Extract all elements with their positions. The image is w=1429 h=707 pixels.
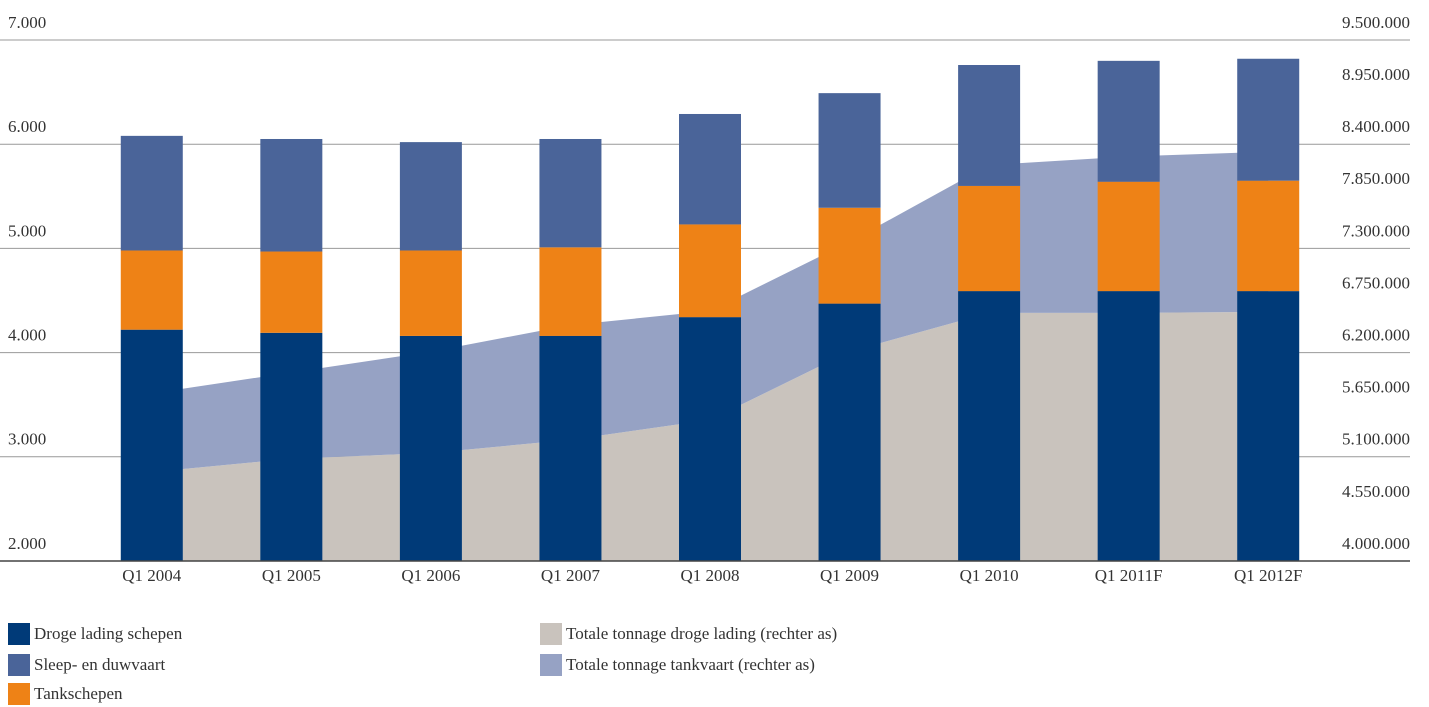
y2-tick-label: 7.850.000 xyxy=(1342,169,1410,188)
y2-tick-label: 4.000.000 xyxy=(1342,534,1410,553)
bar xyxy=(818,93,881,208)
y2-tick-label: 9.500.000 xyxy=(1342,13,1410,32)
bar xyxy=(818,207,881,304)
legend-swatch xyxy=(8,654,30,676)
legend-label: Droge lading schepen xyxy=(34,624,183,643)
bar xyxy=(260,138,323,252)
bar xyxy=(539,247,602,336)
bar xyxy=(1237,180,1300,292)
bar xyxy=(818,303,881,561)
y-tick-label: 7.000 xyxy=(8,13,46,32)
bar xyxy=(399,142,462,251)
bar xyxy=(679,224,741,318)
x-tick-label: Q1 2006 xyxy=(401,566,460,585)
y-tick-label: 4.000 xyxy=(8,326,46,345)
y-tick-label: 5.000 xyxy=(8,221,46,240)
x-tick-label: Q1 2005 xyxy=(262,566,321,585)
legend-swatch xyxy=(540,654,562,676)
x-tick-label: Q1 2009 xyxy=(820,566,879,585)
bar xyxy=(1097,181,1160,292)
bar xyxy=(539,138,602,248)
x-tick-label: Q1 2007 xyxy=(541,566,601,585)
bar xyxy=(260,251,323,333)
bar xyxy=(1097,291,1160,561)
y2-tick-label: 8.950.000 xyxy=(1342,65,1410,84)
bar xyxy=(1237,58,1300,181)
legend-swatch xyxy=(8,623,30,645)
bar xyxy=(399,250,462,336)
y2-tick-label: 8.400.000 xyxy=(1342,117,1410,136)
x-tick-label: Q1 2010 xyxy=(960,566,1019,585)
legend-swatch xyxy=(540,623,562,645)
y2-tick-label: 4.550.000 xyxy=(1342,482,1410,501)
bar xyxy=(958,65,1021,186)
legend-label: Tankschepen xyxy=(34,684,123,703)
bar xyxy=(679,317,741,561)
y2-tick-label: 7.300.000 xyxy=(1342,221,1410,240)
bar xyxy=(958,185,1021,292)
legend-label: Sleep- en duwvaart xyxy=(34,655,166,674)
legend-swatch xyxy=(8,683,30,705)
x-tick-label: Q1 2011F xyxy=(1095,566,1163,585)
bar xyxy=(539,335,602,561)
x-tick-label: Q1 2008 xyxy=(680,566,739,585)
legend-label: Totale tonnage droge lading (rechter as) xyxy=(566,624,837,643)
bar xyxy=(120,329,183,561)
y-tick-label: 2.000 xyxy=(8,534,46,553)
bar xyxy=(399,335,462,561)
y2-tick-label: 6.200.000 xyxy=(1342,326,1410,345)
bar xyxy=(1097,60,1160,182)
bar xyxy=(260,332,323,561)
bar xyxy=(120,135,183,251)
y2-tick-label: 5.650.000 xyxy=(1342,378,1410,397)
legend-label: Totale tonnage tankvaart (rechter as) xyxy=(566,655,815,674)
bar xyxy=(679,113,741,225)
y2-tick-label: 5.100.000 xyxy=(1342,430,1410,449)
y-tick-label: 6.000 xyxy=(8,117,46,136)
y2-tick-label: 6.750.000 xyxy=(1342,273,1410,292)
x-tick-label: Q1 2004 xyxy=(122,566,182,585)
x-tick-label: Q1 2012F xyxy=(1234,566,1302,585)
bar xyxy=(958,291,1021,561)
bar xyxy=(1237,291,1300,561)
bar xyxy=(120,250,183,330)
y-tick-label: 3.000 xyxy=(8,430,46,449)
